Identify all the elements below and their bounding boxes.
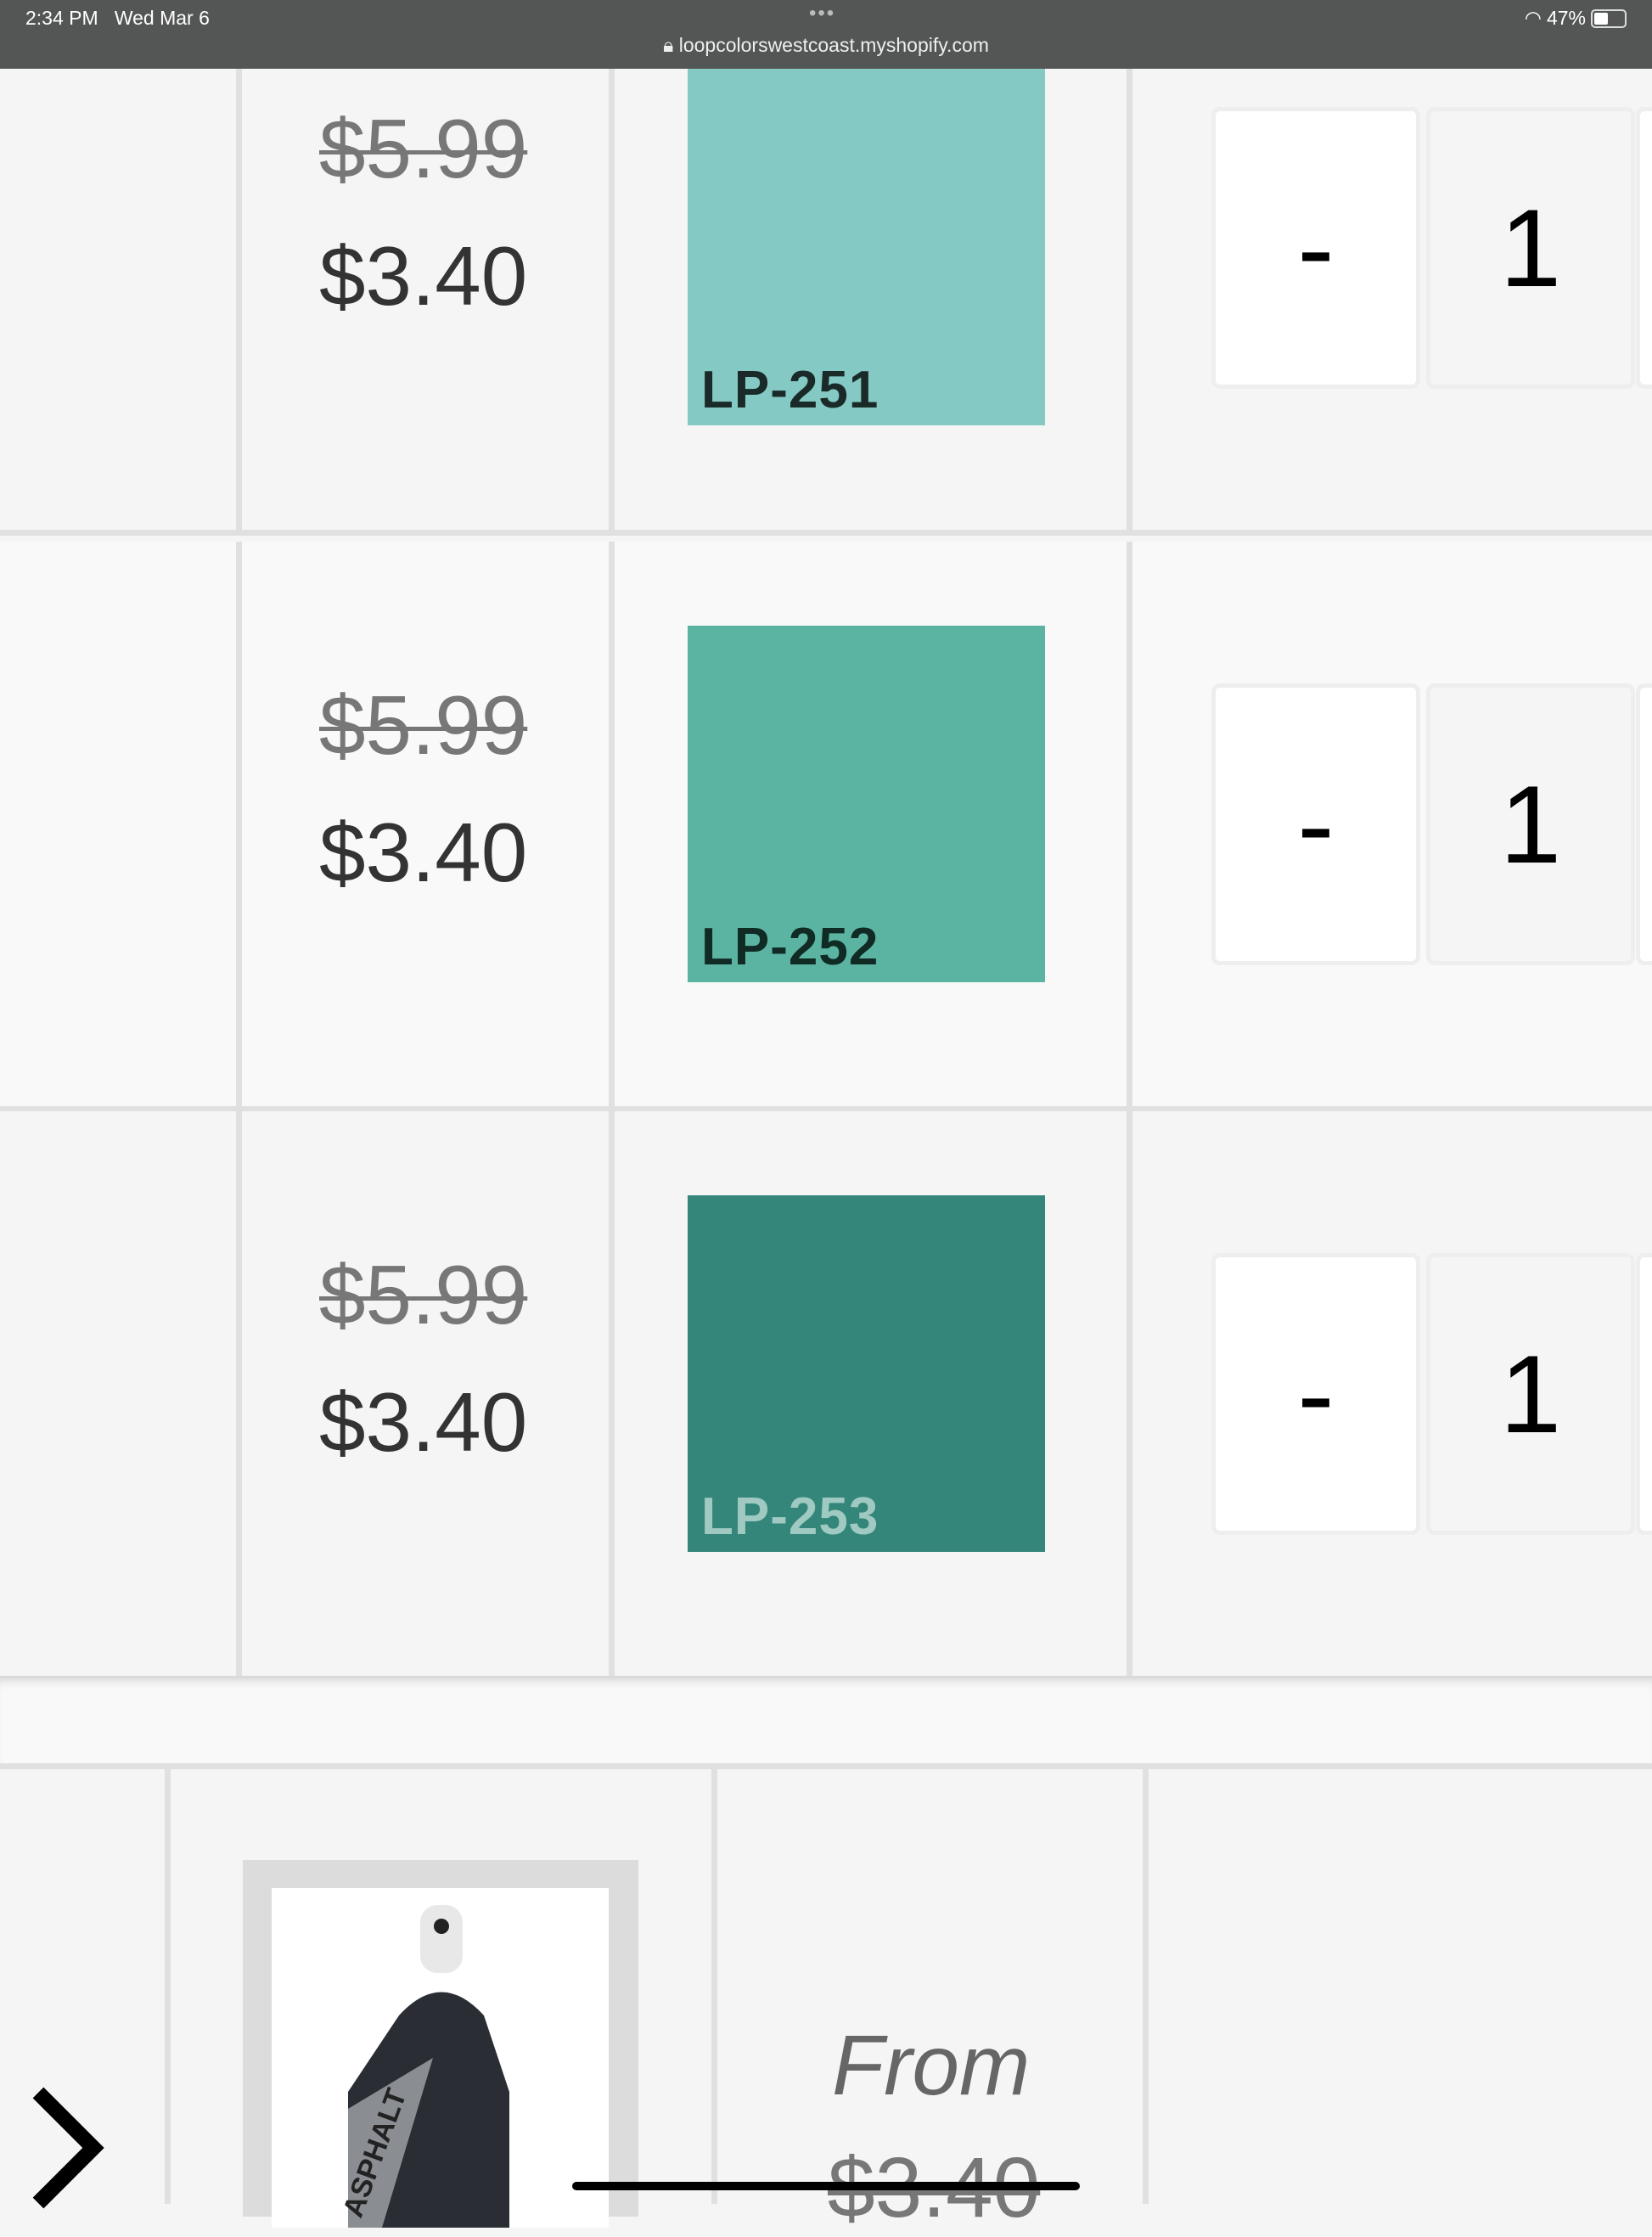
section-separator [0, 1676, 1652, 1769]
divider [1143, 1769, 1149, 2204]
sale-price: $3.40 [319, 229, 528, 323]
divider [236, 542, 242, 1106]
increase-quantity-button[interactable] [1636, 683, 1652, 965]
lock-icon: 🔒︎ [663, 34, 674, 56]
increase-quantity-button[interactable] [1636, 107, 1652, 389]
swatch-label: LP-252 [701, 918, 879, 976]
decrease-quantity-button[interactable]: - [1211, 1253, 1420, 1535]
color-swatch[interactable]: LP-253 [688, 1195, 1045, 1552]
product-image[interactable]: ASPHALT [243, 1860, 638, 2228]
more-dots-icon[interactable]: ••• [809, 2, 836, 25]
increase-quantity-button[interactable] [1636, 1253, 1652, 1535]
sale-price: $3.40 [319, 806, 528, 899]
battery-icon [1591, 8, 1627, 28]
divider [236, 1111, 242, 1676]
wifi-icon: ◠ [1524, 7, 1542, 29]
decrease-quantity-button[interactable]: - [1211, 683, 1420, 965]
decrease-quantity-button[interactable]: - [1211, 107, 1420, 389]
quantity-input[interactable]: 1 [1426, 1253, 1635, 1535]
product-variant-row: $5.99 $3.40 LP-252 - 1 [0, 542, 1652, 1112]
divider [165, 1769, 171, 2204]
color-swatch[interactable]: LP-251 [688, 69, 1045, 425]
swatch-label: LP-253 [701, 1487, 879, 1546]
status-time: 2:34 PM Wed Mar 6 [25, 7, 210, 29]
sale-price: $3.40 [319, 1375, 528, 1469]
spray-can-image: ASPHALT [337, 1905, 509, 2228]
divider [1127, 0, 1132, 530]
chevron-right-icon[interactable] [25, 2084, 119, 2212]
divider [609, 1111, 615, 1676]
battery-percent: 47% [1546, 7, 1586, 29]
quantity-input[interactable]: 1 [1426, 107, 1635, 389]
divider [1127, 542, 1132, 1106]
divider [609, 542, 615, 1106]
quantity-input[interactable]: 1 [1426, 683, 1635, 965]
divider [236, 0, 242, 530]
divider [609, 0, 615, 530]
color-swatch[interactable]: LP-252 [688, 626, 1045, 982]
divider [711, 1769, 717, 2204]
browser-status-bar: 2:34 PM Wed Mar 6 ••• 🔒︎ loopcolorswestc… [0, 0, 1652, 69]
product-variant-row: $5.99 $3.40 LP-251 - 1 [0, 0, 1652, 536]
product-variant-row: $5.99 $3.40 LP-253 - 1 [0, 1111, 1652, 1682]
home-indicator [572, 2182, 1080, 2190]
url-bar[interactable]: 🔒︎ loopcolorswestcoast.myshopify.com [663, 34, 989, 56]
original-price: $5.99 [319, 1248, 528, 1341]
from-label: From [832, 2018, 1031, 2113]
original-price: $5.99 [319, 678, 528, 772]
swatch-label: LP-251 [701, 361, 879, 419]
original-price: $5.99 [319, 102, 528, 195]
divider [1127, 1111, 1132, 1676]
